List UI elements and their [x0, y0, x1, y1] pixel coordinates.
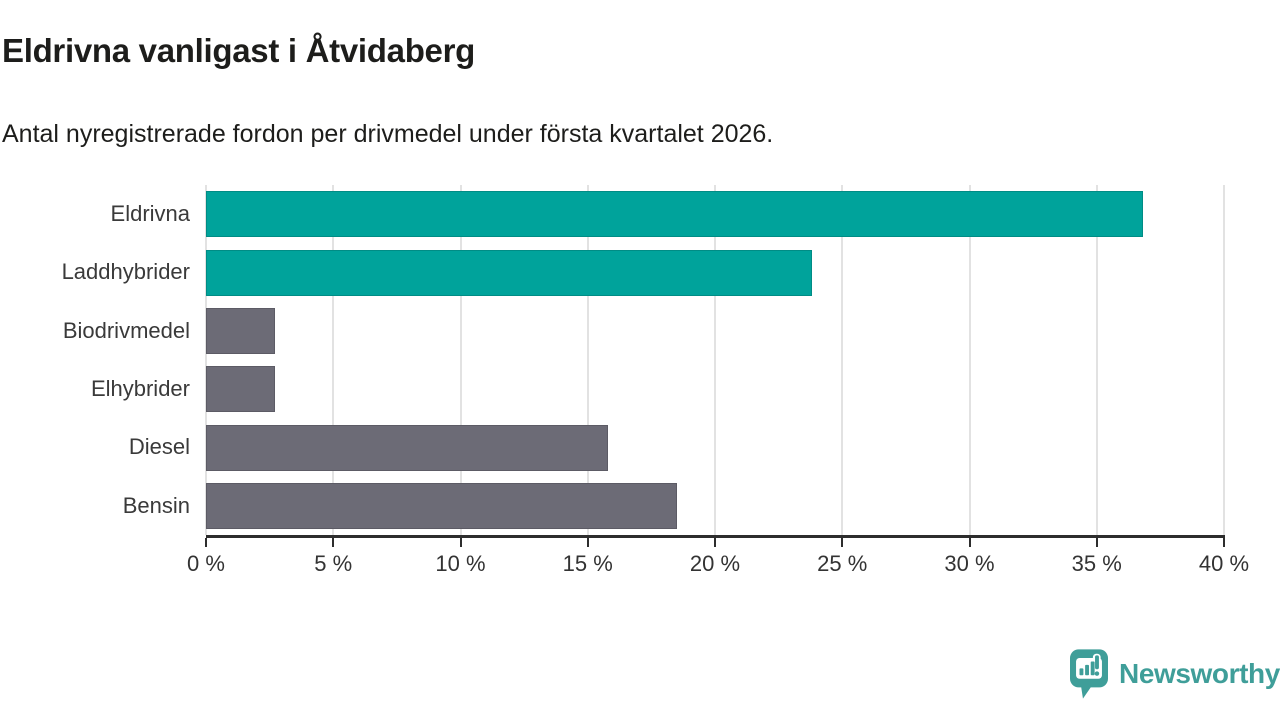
gridline-35: [1095, 185, 1098, 535]
x-tick-label-25: 25 %: [817, 551, 868, 576]
x-tick-label-20: 20 %: [689, 551, 741, 576]
x-tick-15: [586, 538, 589, 547]
x-tick-label-10: 10 %: [435, 551, 486, 576]
category-label-laddhybrider: Laddhybrider: [61, 259, 190, 285]
x-tick-5: [332, 538, 335, 547]
category-label-elhybrider: Elhybrider: [90, 376, 190, 401]
brand-name: Newsworthy: [1119, 658, 1280, 689]
gridline-5: [332, 185, 335, 535]
gridline-20: [714, 185, 716, 535]
bar-diesel: [206, 424, 609, 471]
gridline-25: [841, 185, 844, 535]
gridline-30: [968, 185, 971, 535]
x-tick-label-5: 5 %: [314, 551, 353, 576]
x-tick-30: [968, 538, 971, 547]
category-label-bensin: Bensin: [122, 492, 190, 518]
x-tick-40: [1223, 538, 1225, 547]
x-tick-label-30: 30 %: [944, 551, 995, 576]
x-tick-label-35: 35 %: [1071, 551, 1122, 576]
bar-laddhybrider: [206, 249, 812, 296]
gridline-0: [205, 185, 207, 535]
bar-biodrivmedel: [206, 307, 275, 354]
category-label-diesel: Diesel: [128, 434, 190, 460]
x-tick-label-40: 40 %: [1198, 551, 1250, 576]
gridline-15: [586, 185, 589, 535]
bar-bensin: [206, 482, 677, 529]
newsworthy-pin-chart-icon: [1070, 649, 1108, 699]
plot-area: [205, 185, 1225, 535]
x-tick-label-15: 15 %: [562, 551, 613, 576]
bar-elhybrider: [206, 366, 275, 413]
x-tick-0: [205, 538, 207, 547]
category-axis-labels: Eldrivna Laddhybrider Biodrivmedel Elhybrid…: [0, 185, 190, 535]
bar-eldrivna: [206, 191, 1143, 238]
category-label-biodrivmedel: Biodrivmedel: [62, 317, 190, 343]
category-label-eldrivna: Eldrivna: [110, 201, 190, 226]
gridline-40: [1223, 185, 1225, 535]
x-tick-10: [459, 538, 462, 547]
x-tick-35: [1095, 538, 1098, 547]
gridline-10: [459, 185, 462, 535]
brand-footer: Newsworthy: [1070, 649, 1280, 699]
chart-title: Eldrivna vanligast i Åtvidaberg: [2, 32, 476, 69]
x-tick-20: [714, 538, 716, 547]
x-tick-25: [841, 538, 844, 547]
x-tick-label-0: 0 %: [187, 551, 225, 576]
chart-subtitle: Antal nyregistrerade fordon per drivmede…: [2, 120, 774, 148]
x-axis-line: [206, 535, 1225, 538]
